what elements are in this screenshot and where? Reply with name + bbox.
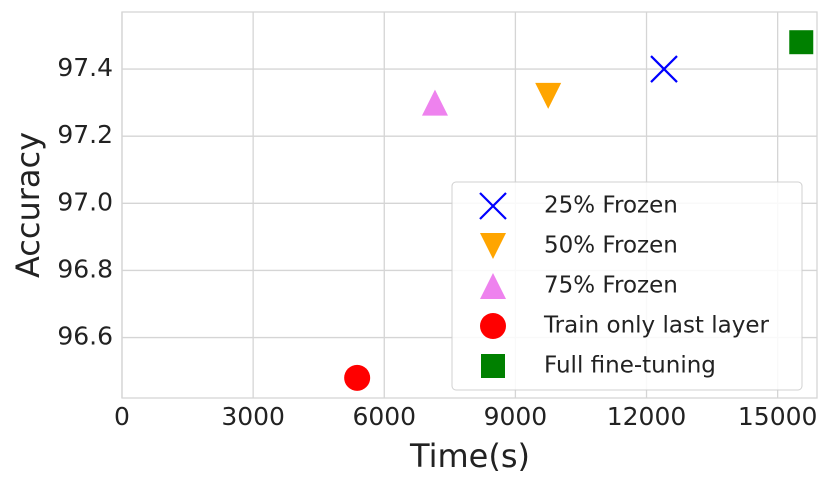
plot-frame: [121, 11, 818, 399]
x-tick-label: 0: [114, 402, 130, 431]
marker-x: [650, 55, 678, 83]
legend-label: 75% Frozen: [544, 273, 678, 299]
y-tick-label: 97.2: [57, 120, 113, 149]
marker-square: [481, 354, 505, 378]
marker-triangle-down: [480, 233, 506, 259]
x-tick-label: 6000: [352, 402, 416, 431]
y-tick-label: 97.4: [57, 53, 113, 82]
marker-triangle-up: [421, 89, 448, 116]
legend-label: 50% Frozen: [544, 233, 678, 259]
marker-triangle-up: [480, 273, 506, 299]
legend-label: 25% Frozen: [544, 193, 678, 219]
y-tick-label: 96.8: [57, 254, 113, 283]
x-tick-label: 12000: [607, 402, 687, 431]
marker-x: [479, 192, 507, 220]
x-tick-label: 15000: [738, 402, 818, 431]
legend-label: Full fine-tuning: [544, 353, 716, 379]
x-tick-label: 9000: [484, 402, 548, 431]
legend-entries: 25% Frozen 50% Frozen 75% Frozen Train only…: [479, 192, 770, 379]
marker-circle: [480, 313, 506, 339]
y-axis-label: Accuracy: [9, 132, 47, 278]
marker-square: [789, 30, 814, 55]
x-axis-label: Time(s): [409, 437, 530, 475]
x-tick-label: 3000: [221, 402, 285, 431]
marks: [344, 30, 814, 391]
marker-triangle-down: [535, 82, 562, 109]
marker-circle: [344, 364, 371, 391]
legend-label: Train only last layer: [543, 313, 770, 339]
y-tick-label: 97.0: [57, 187, 113, 216]
legend: [451, 181, 803, 391]
y-tick-label: 96.6: [57, 322, 113, 351]
